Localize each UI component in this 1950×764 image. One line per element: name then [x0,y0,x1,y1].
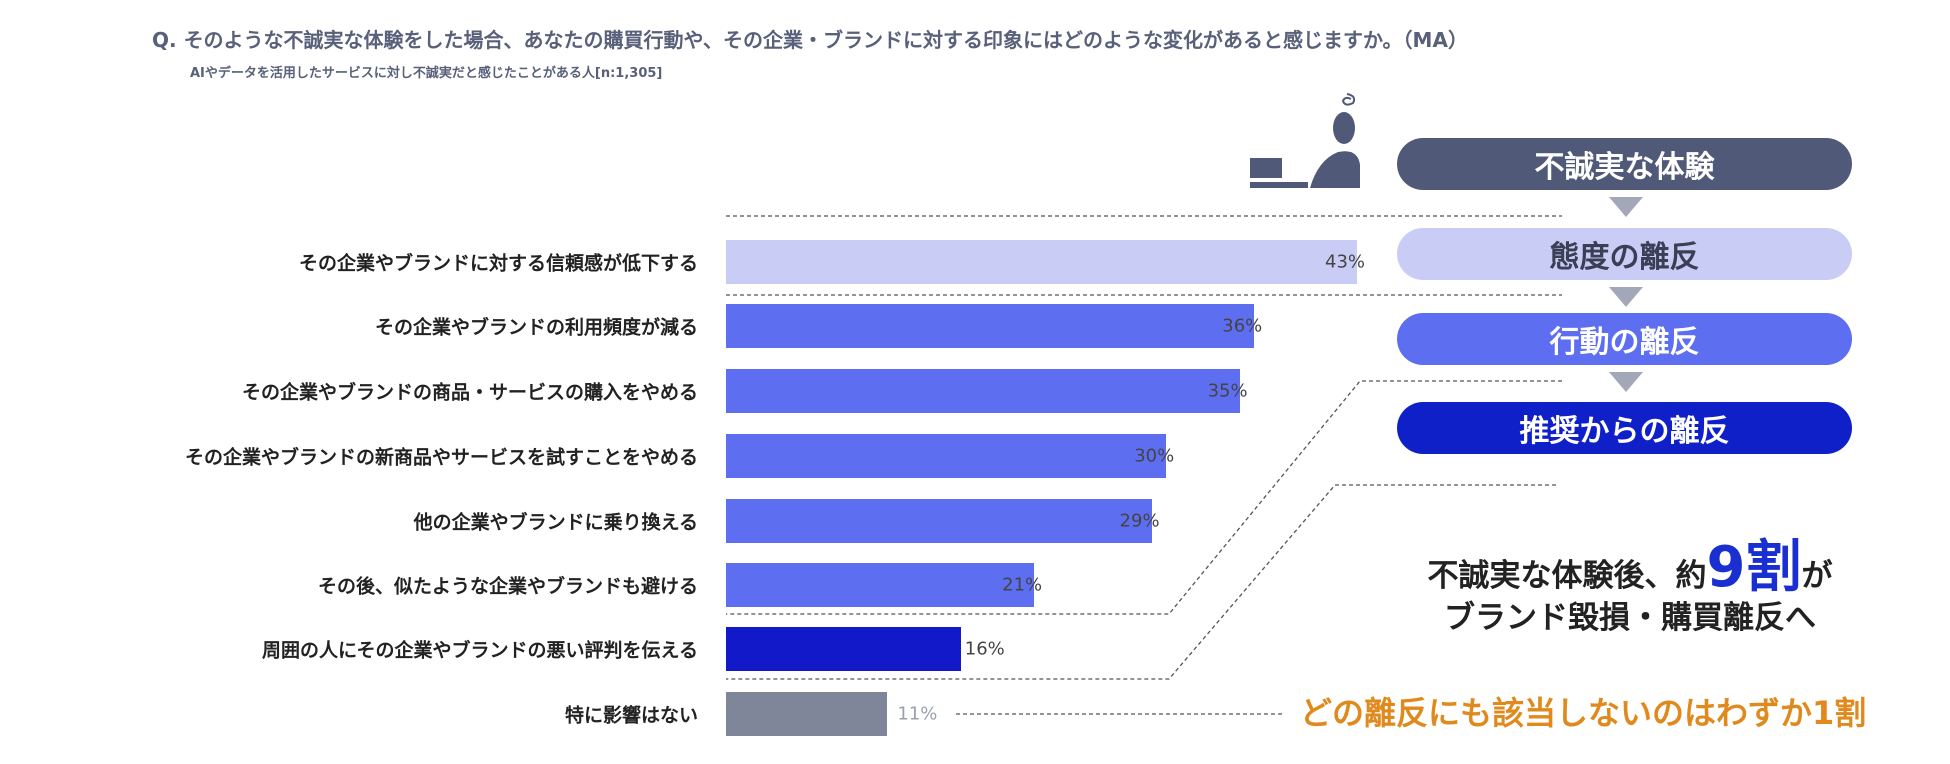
value-label: 35% [1207,380,1248,402]
down-arrow-icon [1609,287,1643,307]
bar [726,499,1152,543]
summary-nine-wari: 9割 [1706,535,1802,600]
question-title: Q. そのような不誠実な体験をした場合、あなたの購買行動や、その企業・ブランドに… [152,28,1468,52]
value-label: 30% [1134,445,1175,467]
value-label: 36% [1222,315,1263,337]
flow-step: 推奨からの離反 [1397,402,1852,454]
category-label: その企業やブランドに対する信頼感が低下する [298,252,698,275]
summary-line-1: 不誠実な体験後、約9割が [1350,522,1910,603]
category-label: 他の企業やブランドに乗り換える [413,511,698,534]
flow-step: 行動の離反 [1397,313,1852,365]
category-label: その企業やブランドの商品・サービスの購入をやめる [241,381,698,404]
value-label: 21% [1002,574,1043,596]
flow-step: 不誠実な体験 [1397,138,1852,190]
down-arrow-icon [1609,372,1643,392]
value-label: 43% [1325,251,1366,273]
category-label: その企業やブランドの利用頻度が減る [374,316,698,339]
sample-note: AIやデータを活用したサービスに対し不誠実だと感じたことがある人[n:1,305… [190,66,663,81]
none-note: どの離反にも該当しないのはわずか1割 [1300,694,1867,732]
value-label: 11% [897,703,938,725]
bar [726,240,1357,284]
summary-pre: 不誠実な体験後、約 [1427,558,1707,594]
down-arrow-icon [1609,197,1643,217]
bar [726,304,1255,348]
bracket-behavior [726,380,1562,615]
category-label: 特に影響はない [564,704,698,727]
bar [726,563,1035,607]
summary-line-2: ブランド毀損・購買離反へ [1444,600,1816,636]
bar [726,627,961,671]
bar [726,434,1167,478]
value-label: 16% [964,638,1005,660]
person-at-laptop-confused-icon [1250,93,1360,188]
bar [726,369,1240,413]
summary-post: が [1801,558,1833,594]
category-label: その企業やブランドの新商品やサービスを試すことをやめる [184,446,698,469]
bar [726,692,888,736]
category-label: その後、似たような企業やブランドも避ける [317,575,698,598]
flow-step: 態度の離反 [1397,228,1852,280]
category-label: 周囲の人にその企業やブランドの悪い評判を伝える [261,639,698,662]
value-label: 29% [1119,510,1160,532]
